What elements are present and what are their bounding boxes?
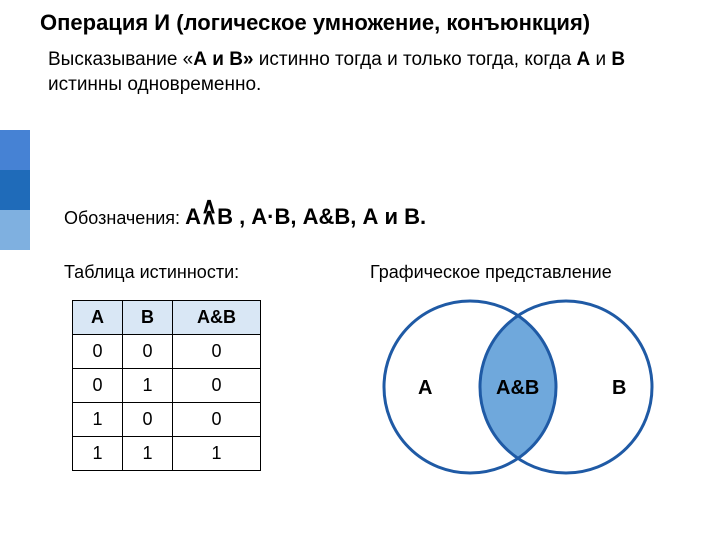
cell: 1 xyxy=(73,437,123,471)
venn-label-b: B xyxy=(612,377,626,400)
notation-exprs: А∧∧В , А·В, А&B, А и В. xyxy=(185,204,426,229)
th-a: А xyxy=(73,301,123,335)
page-title: Операция И (логическое умножение, конъюн… xyxy=(40,10,700,36)
cell: 0 xyxy=(173,403,261,437)
expr-b: В xyxy=(217,204,233,229)
stmt-mid: истинно тогда и только тогда, когда xyxy=(254,49,577,70)
stmt-b2: А xyxy=(576,49,590,70)
th-ab: A&B xyxy=(173,301,261,335)
table-row: 1 1 1 xyxy=(73,437,261,471)
cell: 0 xyxy=(73,369,123,403)
stmt-pre: Высказывание « xyxy=(48,49,193,70)
truth-table: А В A&B 0 0 0 0 1 0 1 0 0 1 1 1 xyxy=(72,300,261,471)
truth-table-header-row: А В A&B xyxy=(73,301,261,335)
cell: 1 xyxy=(123,369,173,403)
cell: 0 xyxy=(73,335,123,369)
cell: 1 xyxy=(123,437,173,471)
cell: 1 xyxy=(173,437,261,471)
title-main: Операция И xyxy=(40,10,170,35)
sidebar-accent-2 xyxy=(0,170,30,210)
cell: 0 xyxy=(173,335,261,369)
expr-rest: , А·В, А&B, А и В. xyxy=(233,204,426,229)
stmt-b1: А и В» xyxy=(193,49,253,70)
stmt-post: истинны одновременно. xyxy=(48,74,261,95)
statement: Высказывание «А и В» истинно тогда и тол… xyxy=(48,48,690,97)
table-row: 0 1 0 xyxy=(73,369,261,403)
venn-diagram: A B A&B xyxy=(378,292,678,492)
stmt-b3: В xyxy=(611,49,625,70)
cell: 0 xyxy=(173,369,261,403)
sidebar-accent-3 xyxy=(0,210,30,250)
title-sub: (логическое умножение, конъюнкция) xyxy=(176,10,590,35)
cell: 0 xyxy=(123,335,173,369)
sidebar-accent-1 xyxy=(0,130,30,170)
cell: 0 xyxy=(123,403,173,437)
notation: Обозначения: А∧∧В , А·В, А&B, А и В. xyxy=(64,200,426,230)
notation-label: Обозначения: xyxy=(64,208,185,228)
table-row: 1 0 0 xyxy=(73,403,261,437)
cell: 1 xyxy=(73,403,123,437)
stmt-mid2: и xyxy=(590,49,611,70)
th-b: В xyxy=(123,301,173,335)
graphical-label: Графическое представление xyxy=(370,262,612,283)
wedge-icon: ∧∧ xyxy=(201,200,217,222)
venn-label-ab: A&B xyxy=(496,377,539,400)
truth-table-label: Таблица истинности: xyxy=(64,262,239,283)
table-row: 0 0 0 xyxy=(73,335,261,369)
venn-label-a: A xyxy=(418,377,432,400)
expr-a: А xyxy=(185,204,201,229)
